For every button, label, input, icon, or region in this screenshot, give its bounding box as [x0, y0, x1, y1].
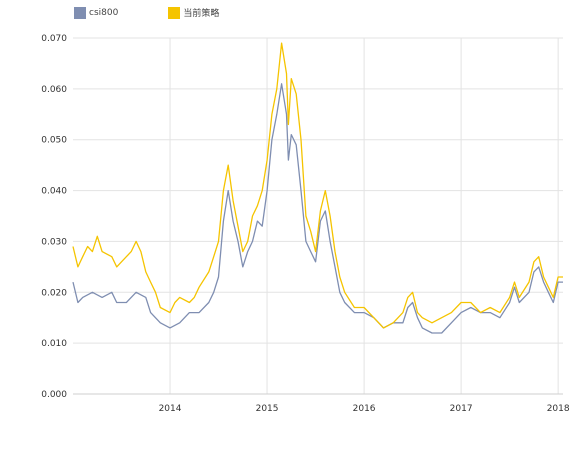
legend-swatch-csi800 [74, 6, 86, 19]
legend-item-strategy[interactable]: 当前策略 [168, 6, 219, 19]
x-tick-label: 2015 [256, 404, 279, 414]
series-line-strategy [72, 42, 563, 329]
y-tick-label: 0.000 [41, 390, 67, 400]
x-tick-label: 2014 [159, 404, 182, 414]
legend-label-strategy: 当前策略 [183, 9, 220, 19]
legend-label-csi800: csi800 [89, 7, 119, 18]
y-tick-label: 0.070 [41, 34, 67, 44]
series-line-csi800 [72, 83, 563, 334]
legend-swatch-strategy [168, 6, 181, 19]
y-tick-label: 0.030 [41, 237, 67, 247]
legend-item-csi800[interactable]: csi800 [74, 6, 119, 19]
x-tick-label: 2017 [450, 404, 473, 414]
legend: csi800 当前策略 [74, 6, 219, 19]
y-tick-label: 0.050 [41, 136, 67, 146]
y-tick-label: 0.010 [41, 339, 67, 349]
y-tick-label: 0.060 [41, 85, 67, 95]
x-tick-label: 2016 [353, 404, 376, 414]
y-tick-label: 0.040 [41, 187, 67, 197]
y-tick-label: 0.020 [41, 288, 67, 298]
x-tick-label: 2018 [547, 404, 570, 414]
